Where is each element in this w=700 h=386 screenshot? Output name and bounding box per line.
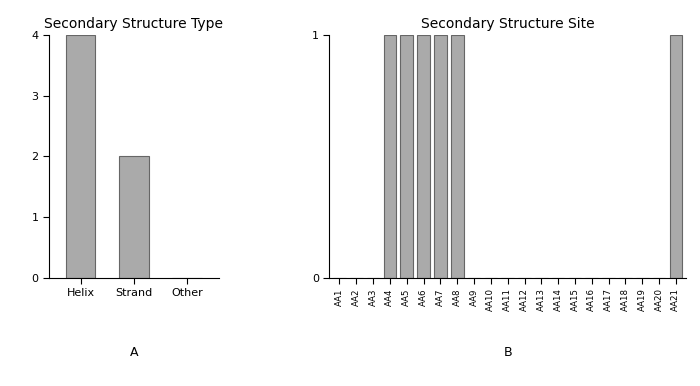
Bar [670,35,682,278]
Title: Secondary Structure Site: Secondary Structure Site [421,17,594,31]
Bar [417,35,430,278]
Bar [119,156,148,278]
Bar [434,35,447,278]
Bar [400,35,413,278]
Bar [384,35,396,278]
Bar [66,35,95,278]
Title: Secondary Structure Type: Secondary Structure Type [44,17,223,31]
Text: A: A [130,346,138,359]
Text: B: B [503,346,512,359]
Bar [451,35,463,278]
